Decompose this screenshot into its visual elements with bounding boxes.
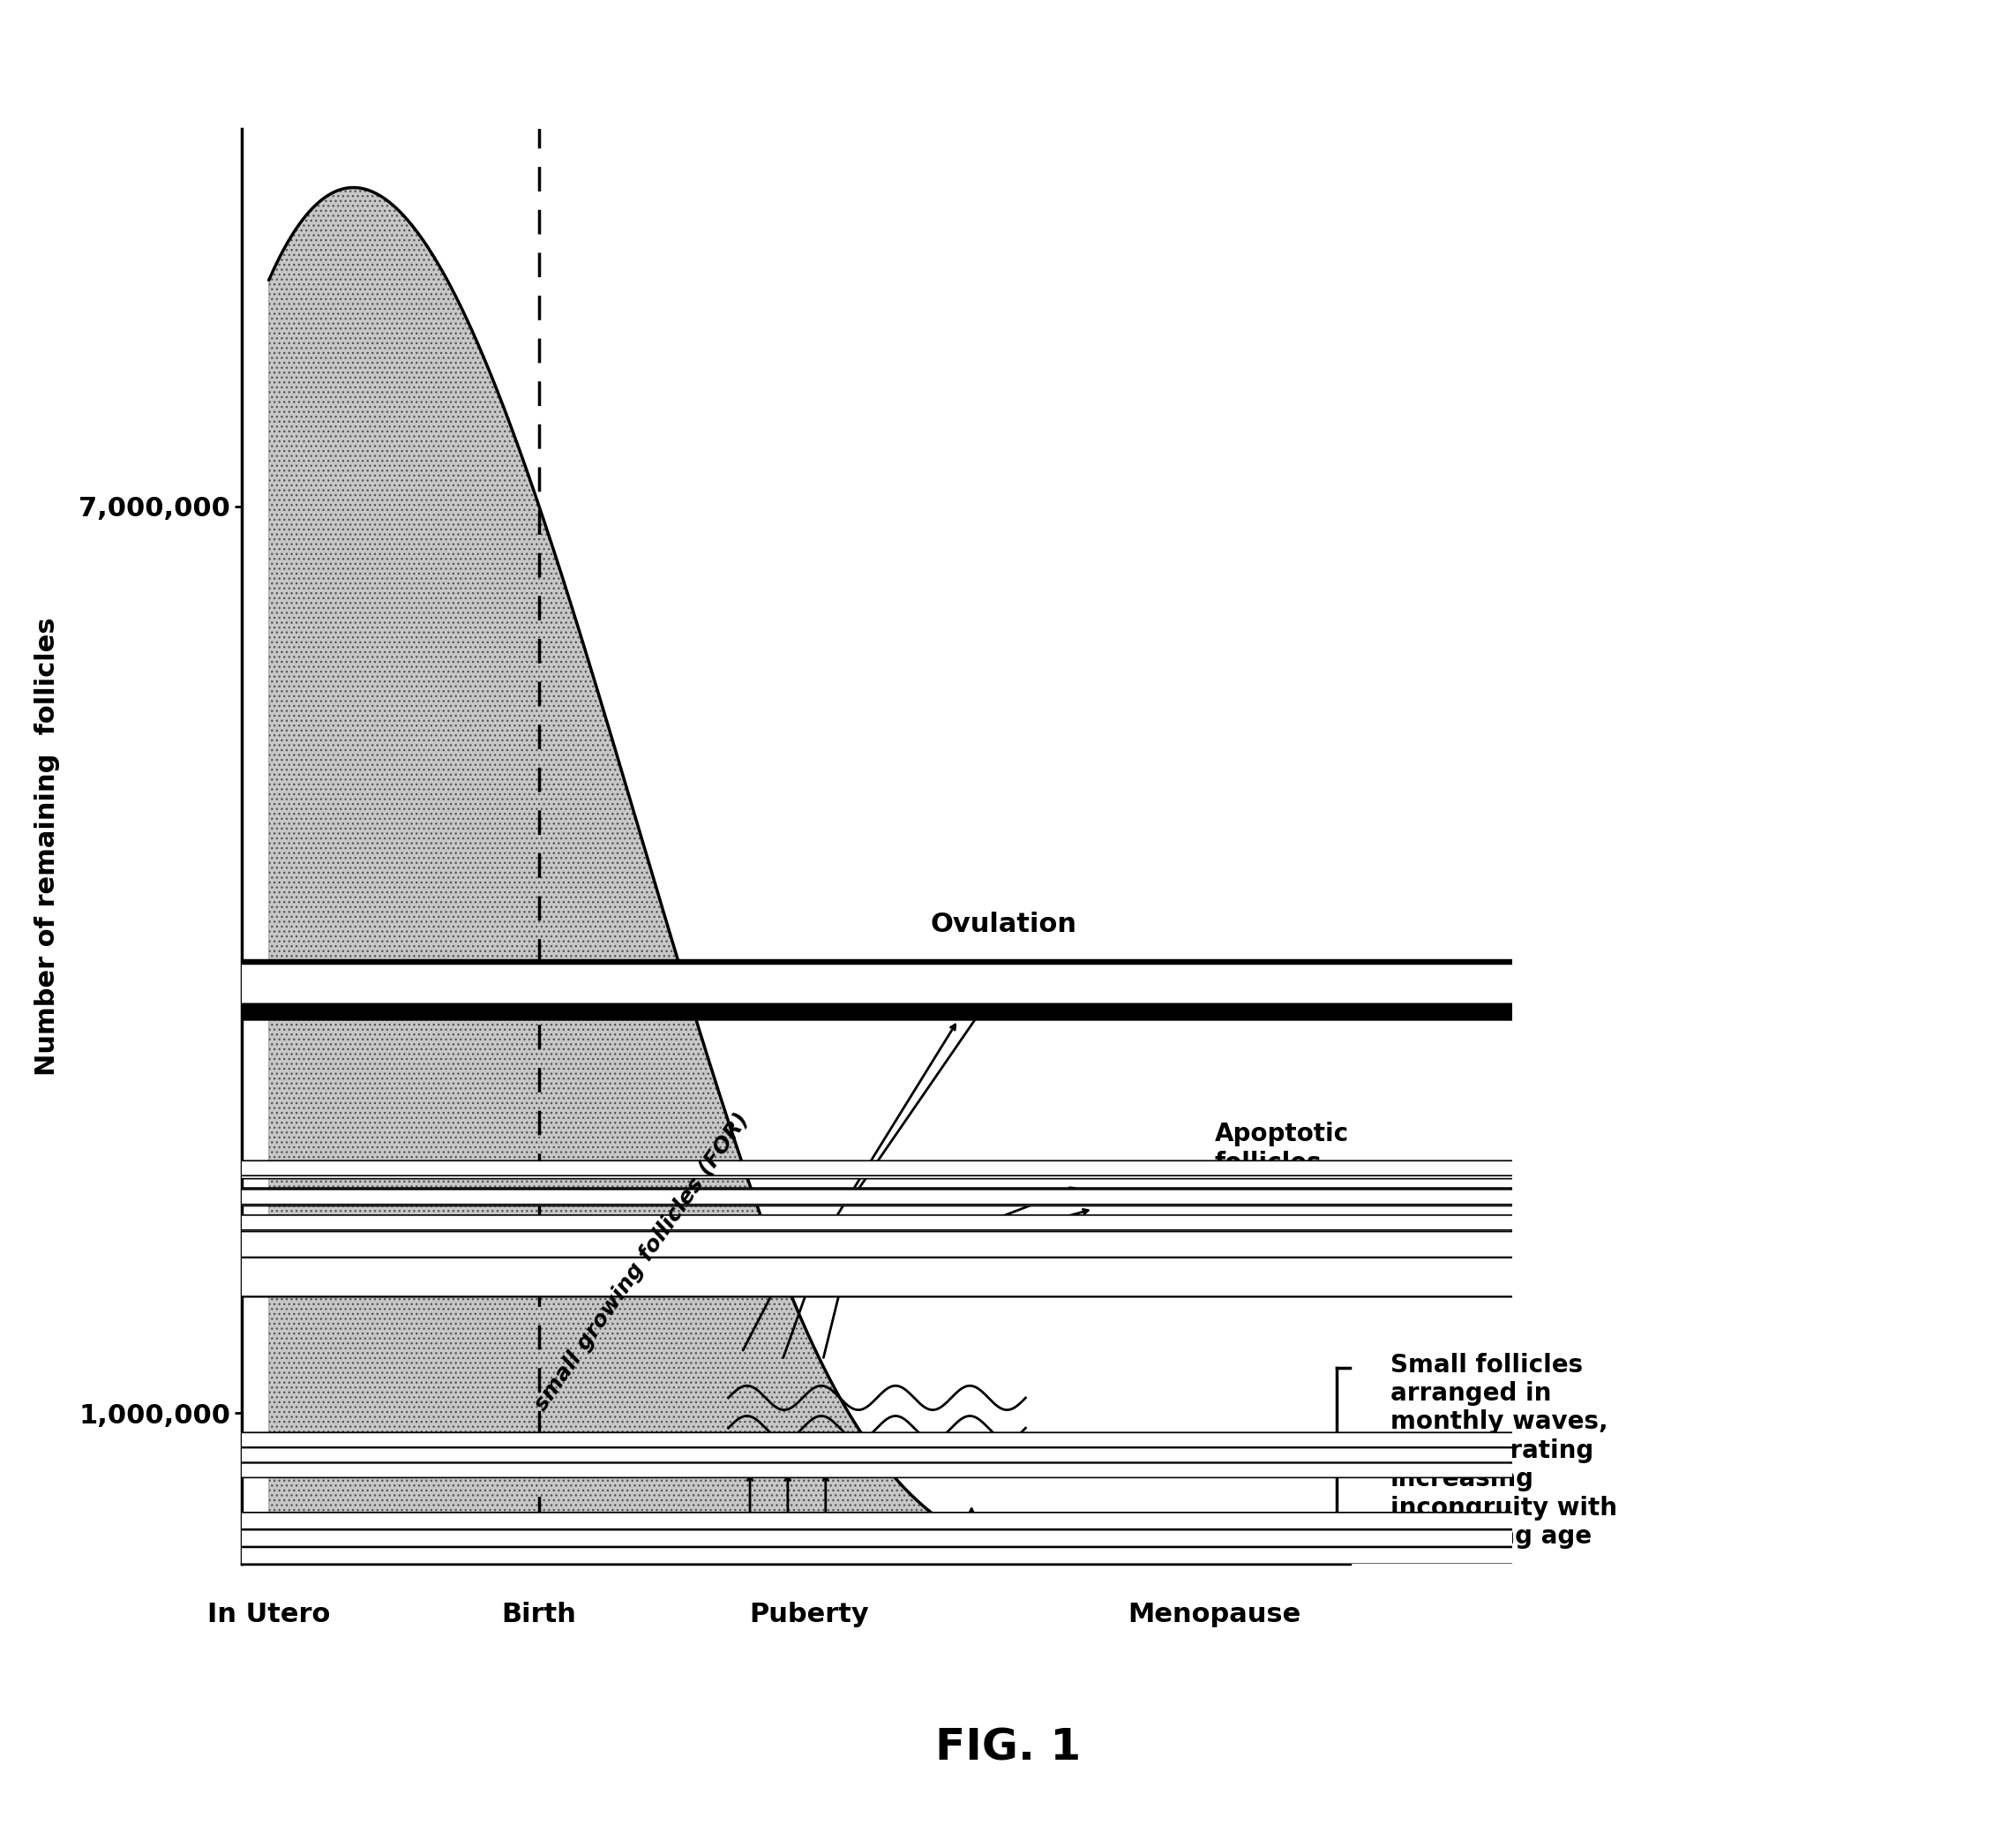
Circle shape [0, 1161, 2016, 1176]
Circle shape [0, 1214, 2016, 1231]
Circle shape [0, 1257, 2016, 1297]
Circle shape [0, 1218, 2016, 1257]
Circle shape [0, 1433, 2016, 1446]
Circle shape [0, 1448, 2016, 1463]
Text: Puberty: Puberty [750, 1603, 869, 1627]
Circle shape [0, 1189, 2016, 1205]
Circle shape [0, 1529, 2016, 1547]
Text: Birth: Birth [502, 1603, 577, 1627]
Circle shape [0, 1463, 2016, 1478]
Text: In Utero: In Utero [208, 1603, 331, 1627]
Circle shape [0, 1257, 2016, 1297]
Circle shape [0, 1218, 2016, 1257]
Circle shape [0, 1512, 2016, 1529]
Circle shape [0, 1512, 2016, 1529]
Y-axis label: Number of remaining  follicles: Number of remaining follicles [34, 616, 60, 1076]
Text: Apoptotic
follicles: Apoptotic follicles [1216, 1122, 1349, 1176]
Text: FIG. 1: FIG. 1 [935, 1726, 1081, 1770]
Circle shape [0, 1547, 2016, 1564]
Circle shape [0, 1216, 2016, 1231]
Circle shape [0, 1547, 2016, 1564]
Circle shape [0, 960, 2016, 1006]
Circle shape [0, 1189, 2016, 1203]
Circle shape [0, 960, 2016, 1019]
Circle shape [0, 1512, 2016, 1529]
Text: small growing follicles (FOR): small growing follicles (FOR) [530, 1110, 754, 1415]
Circle shape [0, 1433, 2016, 1446]
Text: Ovulation: Ovulation [931, 911, 1077, 937]
Text: Menopause: Menopause [1129, 1603, 1300, 1627]
Circle shape [0, 1218, 2016, 1257]
Circle shape [0, 1547, 2016, 1564]
Circle shape [0, 1448, 2016, 1463]
Text: Small follicles
arranged in
monthly waves,
demonstrating
increasing
incongruity : Small follicles arranged in monthly wave… [1391, 1352, 1617, 1549]
Circle shape [0, 1463, 2016, 1478]
Circle shape [0, 1163, 2016, 1179]
Circle shape [0, 1190, 2016, 1205]
